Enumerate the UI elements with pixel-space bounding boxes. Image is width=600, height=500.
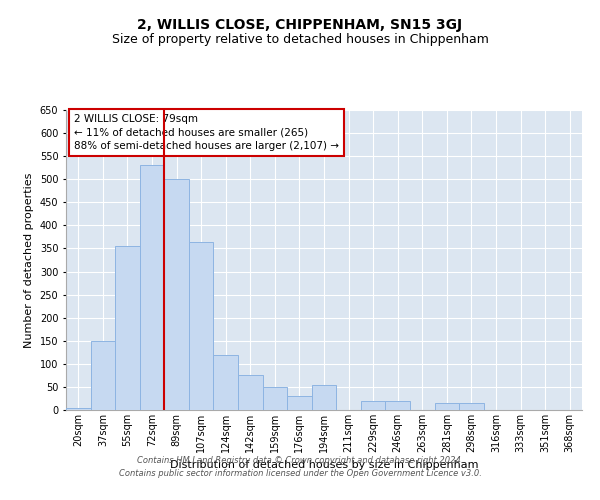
Bar xyxy=(263,387,287,410)
Bar xyxy=(434,403,459,410)
Bar xyxy=(214,354,238,410)
Bar xyxy=(66,408,91,410)
Bar xyxy=(115,246,140,410)
Bar xyxy=(164,179,189,410)
Bar xyxy=(189,242,214,410)
Text: 2, WILLIS CLOSE, CHIPPENHAM, SN15 3GJ: 2, WILLIS CLOSE, CHIPPENHAM, SN15 3GJ xyxy=(137,18,463,32)
Bar xyxy=(361,401,385,410)
Text: Contains HM Land Registry data © Crown copyright and database right 2024.
Contai: Contains HM Land Registry data © Crown c… xyxy=(119,456,481,477)
Bar xyxy=(91,341,115,410)
Bar xyxy=(140,166,164,410)
Bar xyxy=(287,396,312,410)
Bar xyxy=(385,401,410,410)
Text: Size of property relative to detached houses in Chippenham: Size of property relative to detached ho… xyxy=(112,32,488,46)
Y-axis label: Number of detached properties: Number of detached properties xyxy=(24,172,34,348)
Text: 2 WILLIS CLOSE: 79sqm
← 11% of detached houses are smaller (265)
88% of semi-det: 2 WILLIS CLOSE: 79sqm ← 11% of detached … xyxy=(74,114,339,151)
Bar xyxy=(312,384,336,410)
Bar xyxy=(459,403,484,410)
Bar xyxy=(238,376,263,410)
X-axis label: Distribution of detached houses by size in Chippenham: Distribution of detached houses by size … xyxy=(170,460,478,470)
